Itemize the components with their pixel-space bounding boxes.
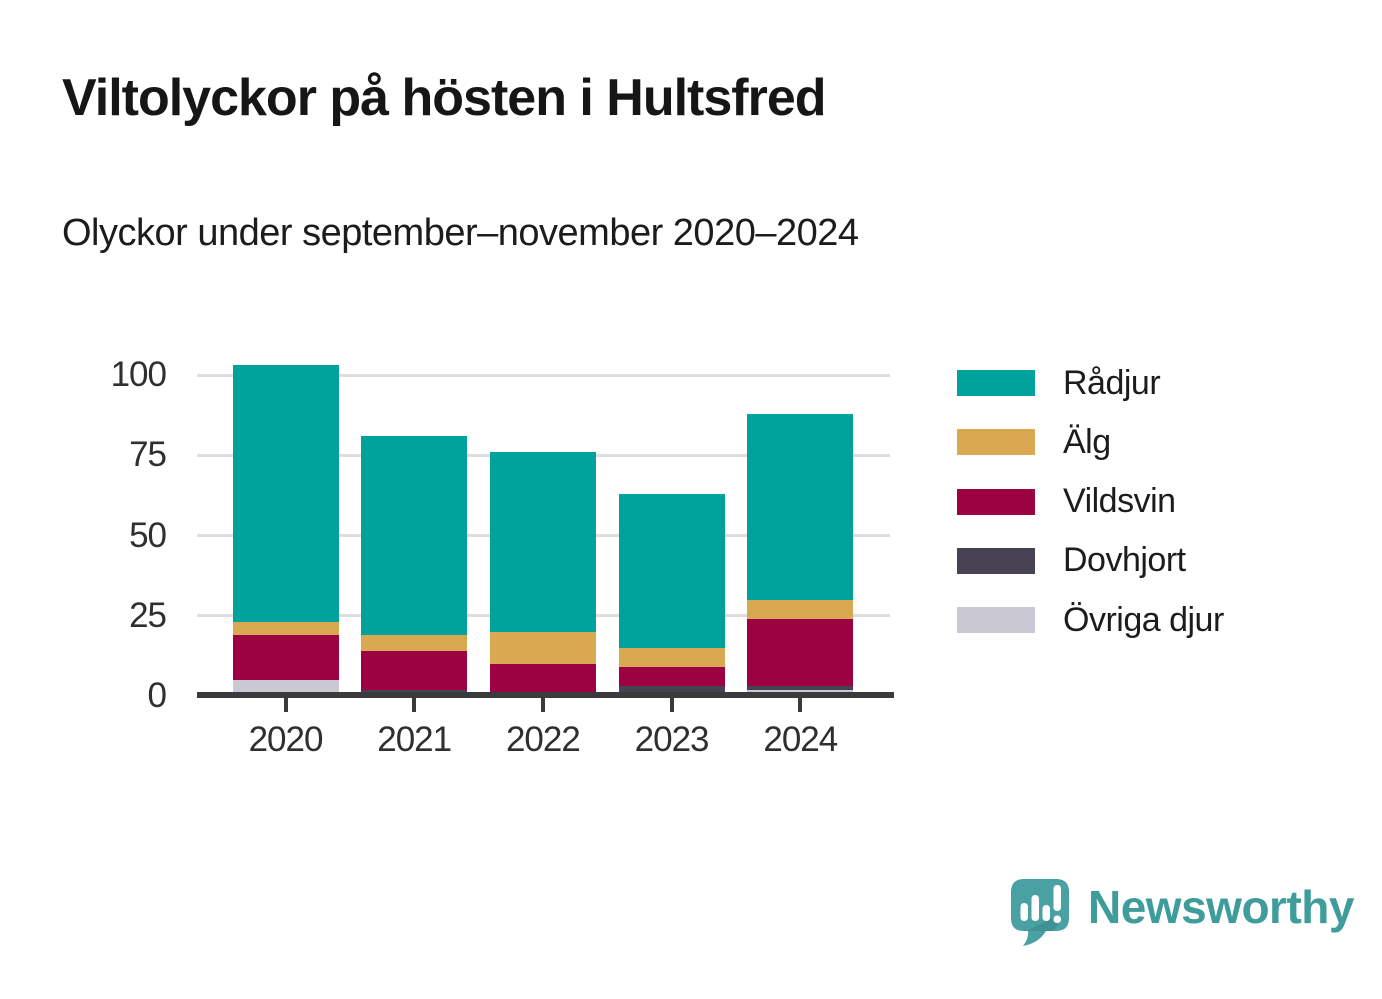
bar-segment-alg-2020 (232, 622, 339, 635)
x-tick-label-2020: 2020 (248, 720, 324, 759)
x-tick-label-2024: 2024 (763, 720, 838, 759)
bar-segment-alg-2024 (747, 599, 854, 619)
newsworthy-logo-icon (1011, 879, 1069, 946)
chart-subtitle: Olyckor under september–november 2020–20… (62, 212, 859, 254)
bar-segment-vildsvin-2022 (489, 663, 596, 696)
bar-segment-radjur-2024 (747, 413, 854, 600)
bar-segment-vildsvin-2020 (232, 635, 339, 680)
legend-swatch-dovhjort (957, 547, 1035, 574)
bar-segment-ovriga-djur-2020 (232, 679, 339, 696)
legend-label-radjur: Rådjur (1063, 363, 1161, 402)
x-tick-label-2023: 2023 (634, 720, 710, 759)
legend-item-alg: Älg (957, 422, 1111, 462)
x-tick-label-2021: 2021 (377, 720, 452, 759)
y-tick-label-0: 0 (147, 676, 167, 715)
bar-segment-alg-2021 (361, 635, 468, 652)
bar-segment-radjur-2022 (489, 452, 596, 632)
x-tick-2020 (283, 698, 288, 712)
bar-segment-radjur-2020 (232, 365, 339, 623)
legend-label-alg: Älg (1063, 422, 1111, 461)
y-tick-label-50: 50 (129, 515, 167, 555)
legend-swatch-radjur (957, 370, 1035, 396)
legend-swatch-vildsvin (957, 488, 1035, 515)
legend-label-vildsvin: Vildsvin (1063, 482, 1176, 521)
x-axis-line (197, 692, 894, 698)
bar-segment-vildsvin-2021 (361, 651, 468, 690)
x-tick-2024 (798, 698, 803, 712)
legend-item-vildsvin: Vildsvin (957, 482, 1176, 522)
bar-segment-radjur-2021 (361, 435, 468, 635)
legend-swatch-alg (957, 429, 1035, 456)
x-tick-2023 (669, 698, 674, 712)
bar-segment-dovhjort-2024 (747, 686, 854, 690)
x-tick-2022 (540, 698, 545, 712)
page-title: Viltolyckor på hösten i Hultsfred (62, 69, 827, 127)
legend-swatch-ovriga-djur (957, 607, 1035, 634)
bar-segment-vildsvin-2024 (747, 618, 854, 687)
y-tick-label-25: 25 (129, 595, 167, 635)
newsworthy-wordmark: Newsworthy (1088, 881, 1354, 933)
legend-item-dovhjort: Dovhjort (957, 541, 1186, 581)
legend-label-ovriga-djur: Övriga djur (1063, 600, 1224, 639)
bar-segment-alg-2023 (618, 647, 725, 668)
legend-item-ovriga-djur: Övriga djur (957, 600, 1224, 640)
legend-label-dovhjort: Dovhjort (1063, 541, 1186, 580)
x-tick-label-2022: 2022 (505, 720, 581, 759)
bar-segment-alg-2022 (489, 631, 596, 664)
gridline-100 (197, 373, 890, 377)
bar-segment-dovhjort-2023 (618, 686, 725, 693)
y-tick-label-100: 100 (110, 355, 167, 394)
y-tick-label-75: 75 (129, 435, 167, 475)
bar-segment-radjur-2023 (618, 493, 725, 648)
brand-footer: Newsworthy (1008, 876, 1354, 948)
x-tick-2021 (412, 698, 417, 712)
bar-segment-vildsvin-2023 (618, 667, 725, 687)
legend-item-radjur: Rådjur (957, 363, 1161, 403)
